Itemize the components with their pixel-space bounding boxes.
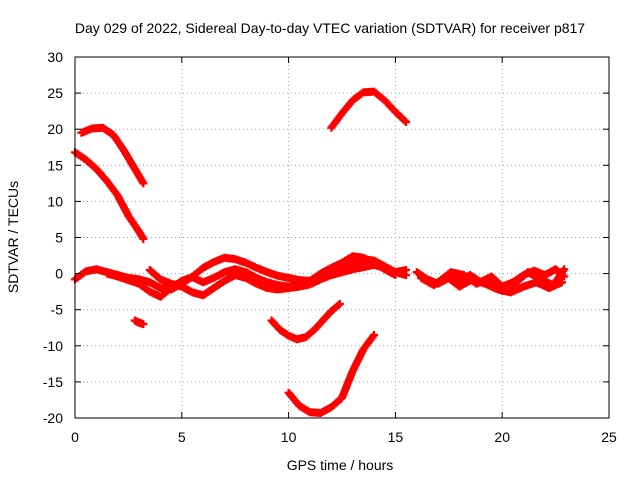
y-tick-label: -10 xyxy=(43,338,63,354)
x-tick-label: 5 xyxy=(178,429,186,445)
series-arc-dip-10h xyxy=(267,299,344,344)
series-arc-small-early xyxy=(130,316,148,329)
y-tick-label: 0 xyxy=(55,266,63,282)
trace-marker xyxy=(335,396,344,405)
y-tick-label: 20 xyxy=(47,121,63,137)
trace-marker xyxy=(138,177,147,186)
y-tick-label: 30 xyxy=(47,49,63,65)
series-arc-descending-early xyxy=(71,148,148,243)
y-tick-label: 5 xyxy=(55,230,63,246)
series-near-zero-late-c xyxy=(434,265,569,295)
trace-marker xyxy=(333,302,342,311)
trace-marker xyxy=(196,266,205,275)
trace-marker xyxy=(388,104,397,113)
trace-marker xyxy=(138,233,147,242)
series-arc-deep-minimum xyxy=(284,330,379,417)
y-tick-label: 15 xyxy=(47,157,63,173)
series-layer xyxy=(71,87,569,417)
trace-marker xyxy=(444,270,453,279)
ticks: 0 5 10 15 20 25 30 25 20 15 10 5 0 -5 -10 -15 -20 xyxy=(43,49,617,445)
trace-marker xyxy=(377,93,386,102)
trace-marker xyxy=(356,90,365,99)
trace-marker xyxy=(142,285,151,294)
trace-marker xyxy=(307,328,316,337)
y-tick-label: -20 xyxy=(43,410,63,426)
trace-marker xyxy=(559,266,568,275)
y-tick-label: 10 xyxy=(47,193,63,209)
y-tick-label: -15 xyxy=(43,374,63,390)
trace-marker xyxy=(292,398,301,407)
series-arc-high-midday xyxy=(327,87,411,132)
trace-marker xyxy=(138,319,147,328)
y-tick-label: -5 xyxy=(51,302,64,318)
trace-marker xyxy=(100,174,109,183)
x-axis-label: GPS time / hours xyxy=(287,457,394,473)
series-arc-high-early xyxy=(77,123,148,188)
series-near-zero-c xyxy=(145,260,411,300)
x-tick-label: 0 xyxy=(71,429,79,445)
trace-marker xyxy=(316,319,325,328)
series-near-zero-b xyxy=(103,252,400,301)
x-tick-label: 10 xyxy=(281,429,297,445)
trace-marker xyxy=(400,266,409,275)
trace-marker xyxy=(346,99,355,108)
trace-marker xyxy=(399,115,408,124)
y-axis-label: SDTVAR / TECUs xyxy=(5,181,21,293)
grid xyxy=(75,57,609,418)
x-tick-label: 25 xyxy=(601,429,617,445)
y-tick-label: 25 xyxy=(47,85,63,101)
trace-marker xyxy=(368,332,377,341)
trace-marker xyxy=(324,309,333,318)
trace-marker xyxy=(153,273,162,282)
chart-title: Day 029 of 2022, Sidereal Day-to-day VTE… xyxy=(75,20,585,36)
trace-marker xyxy=(164,286,173,295)
x-tick-label: 20 xyxy=(494,429,510,445)
trace-marker xyxy=(334,301,343,310)
x-tick-label: 15 xyxy=(388,429,404,445)
trace-marker xyxy=(400,116,409,125)
